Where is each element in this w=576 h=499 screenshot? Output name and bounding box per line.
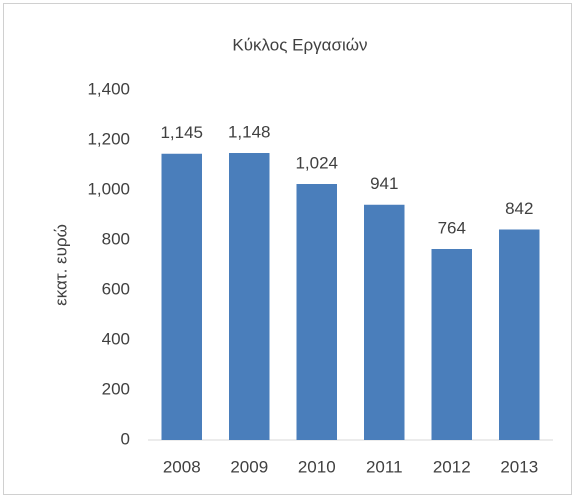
y-tick-label: 1,400	[87, 79, 130, 98]
x-tick-label: 2008	[163, 457, 201, 476]
data-label: 1,145	[160, 123, 203, 142]
data-label: 1,024	[295, 153, 338, 172]
x-tick-label: 2012	[433, 457, 471, 476]
y-tick-label: 800	[102, 229, 130, 248]
y-tick-label: 1,000	[87, 179, 130, 198]
y-tick-label: 600	[102, 279, 130, 298]
data-label: 941	[370, 174, 398, 193]
y-tick-label: 1,200	[87, 129, 130, 148]
bar	[161, 153, 202, 440]
x-tick-label: 2011	[366, 457, 403, 476]
data-label: 764	[438, 218, 466, 237]
y-axis-label: εκατ. ευρώ	[51, 224, 70, 306]
bar	[431, 249, 472, 440]
x-tick-label: 2010	[298, 457, 336, 476]
y-tick-label: 400	[102, 329, 130, 348]
x-tick-label: 2009	[230, 457, 268, 476]
y-tick-label: 200	[102, 379, 130, 398]
data-label: 842	[505, 199, 533, 218]
bar	[364, 204, 405, 440]
x-tick-label: 2013	[500, 457, 538, 476]
bar	[499, 229, 540, 440]
y-tick-label: 0	[121, 429, 130, 448]
bar	[229, 153, 270, 440]
data-label: 1,148	[228, 122, 271, 141]
bar	[296, 184, 337, 440]
chart-border	[3, 3, 572, 495]
chart-title: Κύκλος Εργασιών	[232, 35, 367, 54]
